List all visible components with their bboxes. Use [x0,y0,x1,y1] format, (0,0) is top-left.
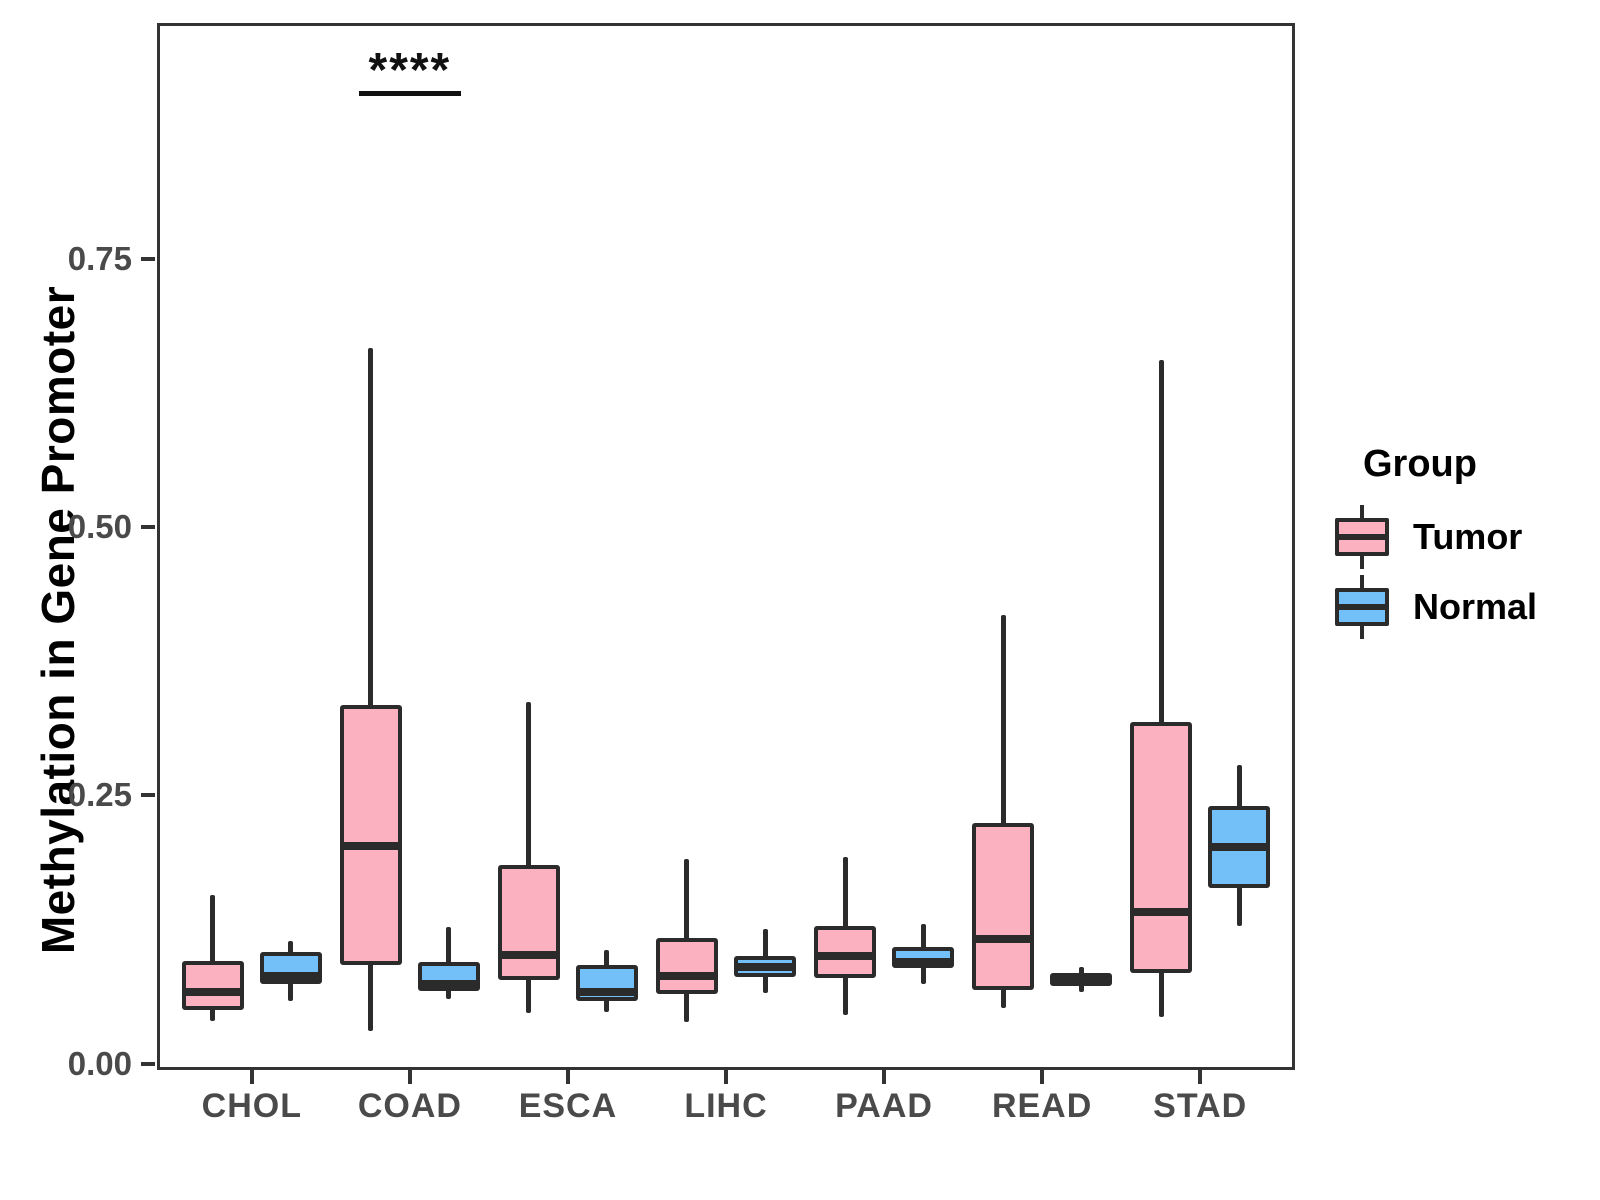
median-normal-read [1050,975,1113,984]
y-tick-mark [141,793,155,798]
box-normal-esca [575,964,638,1002]
y-tick-mark [141,1061,155,1066]
x-tick-label-coad: COAD [357,1087,462,1125]
box-tumor-chol [181,960,244,1010]
y-axis-title: Methylation in Gene Promoter [32,285,84,955]
whisker-tumor-chol [210,895,216,1021]
median-tumor-read [972,935,1035,944]
x-tick-mark [407,1070,412,1084]
plot-panel [157,23,1295,1070]
y-tick-label: 0.25 [67,776,132,814]
x-tick-label-chol: CHOL [201,1087,302,1125]
legend-label: Normal [1413,586,1538,627]
whisker-tumor-coad [368,348,374,1032]
median-normal-chol [259,971,322,980]
legend-boxplot-glyph-normal [1335,575,1389,639]
x-tick-label-lihc: LIHC [684,1087,768,1125]
legend-boxplot-glyph-tumor [1335,505,1389,569]
whisker-tumor-esca [526,702,532,1014]
median-normal-lihc [734,963,797,972]
box-tumor-esca [497,865,560,980]
median-normal-esca [575,987,638,996]
legend-label: Tumor [1413,516,1523,557]
median-tumor-coad [339,841,402,850]
y-tick-label: 0.75 [67,240,132,277]
box-tumor-lihc [655,938,718,994]
x-tick-mark [249,1070,254,1084]
y-tick-mark [141,257,155,261]
x-tick-mark [724,1070,728,1084]
x-tick-label-paad: PAAD [835,1087,933,1125]
median-normal-stad [1208,842,1271,851]
median-tumor-esca [497,951,560,960]
legend: Group Tumor Normal [1335,443,1537,642]
x-tick-label-esca: ESCA [518,1087,618,1125]
median-normal-paad [892,957,955,966]
y-tick-label: 0.00 [67,1044,132,1082]
x-tick-mark [565,1070,570,1084]
x-tick-mark [1198,1070,1203,1084]
significance-line [358,90,461,96]
whisker-tumor-read [1000,615,1006,1008]
median-tumor-stad [1130,908,1193,917]
legend-entry-tumor: Tumor [1335,502,1537,572]
median-tumor-lihc [655,971,718,980]
box-tumor-read [972,823,1035,990]
box-tumor-paad [814,926,877,978]
x-tick-mark [1040,1070,1045,1084]
x-tick-mark [882,1070,887,1084]
y-tick-mark [141,525,155,530]
median-tumor-chol [181,987,244,996]
box-tumor-stad [1130,722,1193,974]
y-tick-label: 0.50 [67,508,132,546]
x-tick-label-stad: STAD [1153,1087,1248,1125]
median-tumor-paad [814,952,877,961]
x-tick-label-read: READ [991,1087,1093,1125]
median-normal-coad [417,980,480,989]
box-tumor-coad [339,705,402,965]
legend-title: Group [1363,443,1477,485]
whisker-tumor-stad [1158,359,1164,1018]
significance-stars: **** [368,43,452,97]
legend-entry-normal: Normal [1335,572,1537,642]
